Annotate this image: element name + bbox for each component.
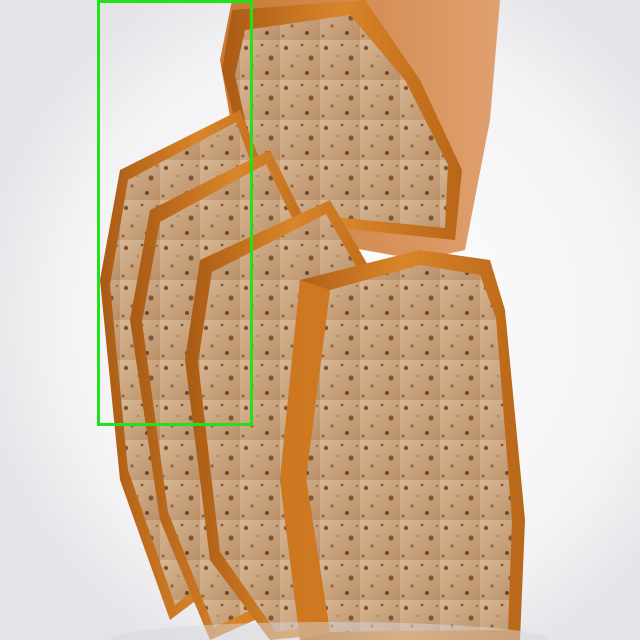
plate-shadow xyxy=(110,622,550,640)
bread-slice-front xyxy=(280,250,525,640)
